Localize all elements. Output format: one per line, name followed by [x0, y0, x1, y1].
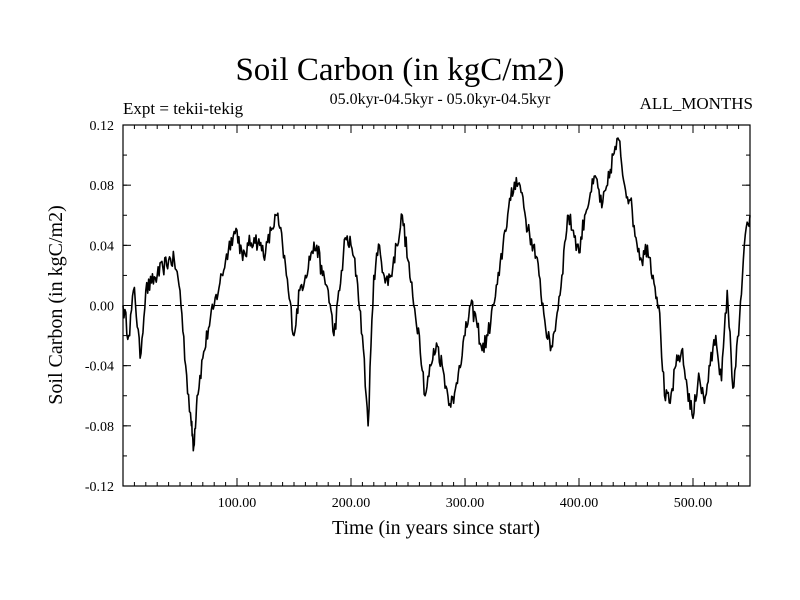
y-tick-label: -0.12: [85, 480, 114, 495]
y-tick-label: 0.08: [90, 179, 115, 194]
y-tick-label: 0.00: [90, 300, 115, 315]
x-tick-label: 400.00: [560, 496, 599, 511]
y-tick-label: -0.08: [85, 420, 114, 435]
x-axis-label: Time (in years since start): [332, 517, 540, 539]
months-label: ALL_MONTHS: [639, 94, 753, 113]
series-line-soil-carbon: [122, 137, 751, 452]
x-tick-label: 100.00: [218, 496, 257, 511]
chart-subtitle: 05.0kyr-04.5kyr - 05.0kyr-04.5kyr: [329, 91, 551, 108]
y-tick-label: 0.12: [90, 119, 115, 134]
chart-title: Soil Carbon (in kgC/m2): [235, 52, 565, 88]
y-tick-label: -0.04: [85, 360, 114, 375]
x-tick-label: 300.00: [446, 496, 485, 511]
y-tick-label: 0.04: [90, 239, 115, 254]
experiment-label: Expt = tekii-tekig: [123, 99, 244, 118]
x-tick-label: 200.00: [332, 496, 371, 511]
x-tick-label: 500.00: [674, 496, 713, 511]
y-axis-label: Soil Carbon (in kgC/m2): [45, 205, 67, 404]
